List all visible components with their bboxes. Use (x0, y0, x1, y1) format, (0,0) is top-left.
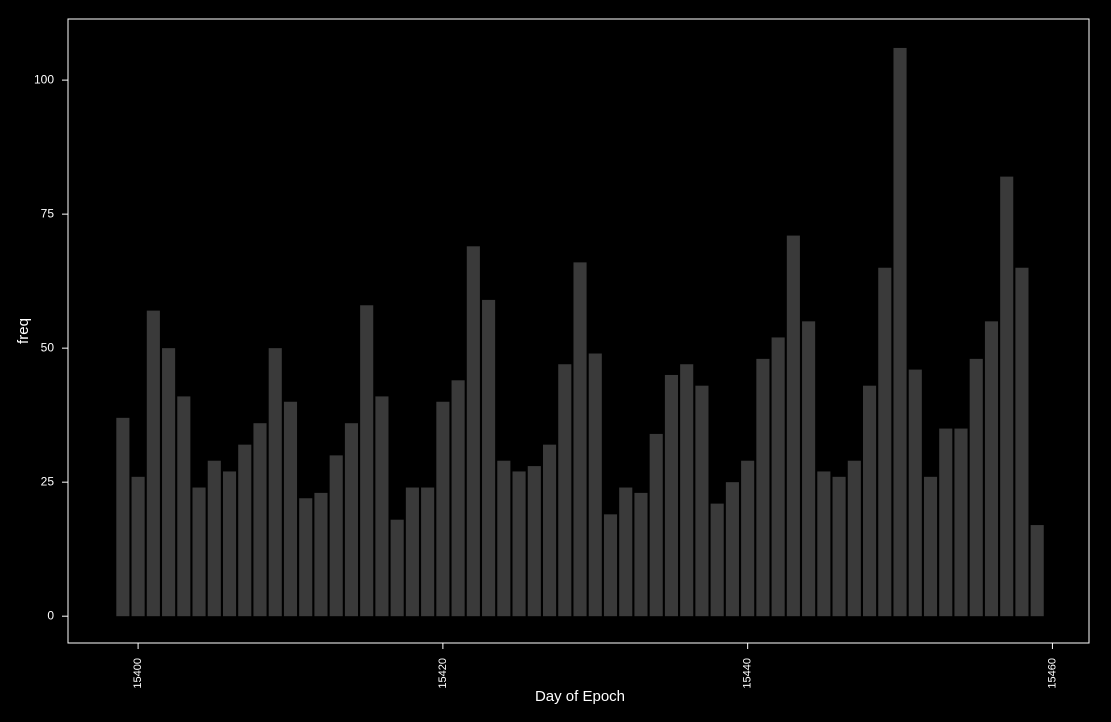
bar (238, 444, 252, 617)
bar (954, 428, 968, 617)
bar (207, 460, 221, 617)
bar (177, 396, 191, 617)
bar (527, 466, 541, 617)
bar (421, 487, 435, 617)
bar (710, 503, 724, 617)
bar (802, 321, 816, 617)
bar (725, 482, 739, 617)
bar (664, 374, 679, 617)
bar (451, 380, 465, 617)
bar (1015, 267, 1029, 617)
bar (634, 492, 648, 617)
bar (314, 492, 328, 617)
bar (649, 433, 663, 617)
bar (131, 476, 145, 617)
y-tick-label: 100 (34, 72, 54, 86)
bar (680, 364, 694, 617)
x-axis-title: Day of Epoch (535, 688, 625, 705)
plot-frame (67, 18, 1090, 644)
bar (908, 369, 922, 617)
bar (984, 321, 999, 617)
y-tick-label: 75 (41, 206, 55, 220)
bar (268, 348, 282, 617)
bar (253, 423, 267, 617)
bar (512, 471, 526, 617)
bar (1000, 176, 1014, 617)
bar (1030, 525, 1044, 617)
bar (344, 423, 358, 617)
bar (482, 299, 496, 617)
bar (588, 353, 602, 617)
bar (863, 385, 877, 617)
bar (893, 47, 907, 617)
bar (619, 487, 633, 617)
bar (299, 498, 313, 617)
bar (771, 337, 785, 617)
x-tick-label: 15460 (1046, 658, 1058, 689)
x-tick-label: 15440 (742, 658, 754, 689)
bar (969, 358, 983, 617)
bar (283, 401, 298, 617)
bar (878, 267, 892, 617)
bar (817, 471, 831, 617)
bar (923, 476, 938, 617)
bar (847, 460, 861, 617)
y-axis-title: freq (15, 318, 32, 344)
bar (497, 460, 511, 617)
bar (405, 487, 419, 617)
x-tick-label: 15400 (132, 658, 144, 689)
bar (832, 476, 846, 617)
bar (222, 471, 237, 617)
bar (466, 246, 480, 617)
bar (756, 358, 770, 617)
bar (786, 235, 800, 617)
y-tick-label: 25 (41, 474, 55, 488)
bar (162, 348, 176, 617)
bar (390, 519, 404, 617)
bar (573, 262, 587, 617)
bar (146, 310, 160, 617)
bar (360, 305, 374, 617)
bar (329, 455, 343, 617)
bar (695, 385, 709, 617)
bar (603, 514, 618, 617)
y-tick-label: 0 (47, 608, 54, 622)
bar (116, 417, 130, 617)
bar (558, 364, 572, 617)
x-tick-label: 15420 (437, 658, 449, 689)
bar (741, 460, 755, 617)
bar (939, 428, 953, 617)
bar (542, 444, 557, 617)
y-tick-label: 50 (41, 340, 55, 354)
bar (436, 401, 450, 617)
bar (375, 396, 389, 617)
bar (192, 487, 206, 617)
